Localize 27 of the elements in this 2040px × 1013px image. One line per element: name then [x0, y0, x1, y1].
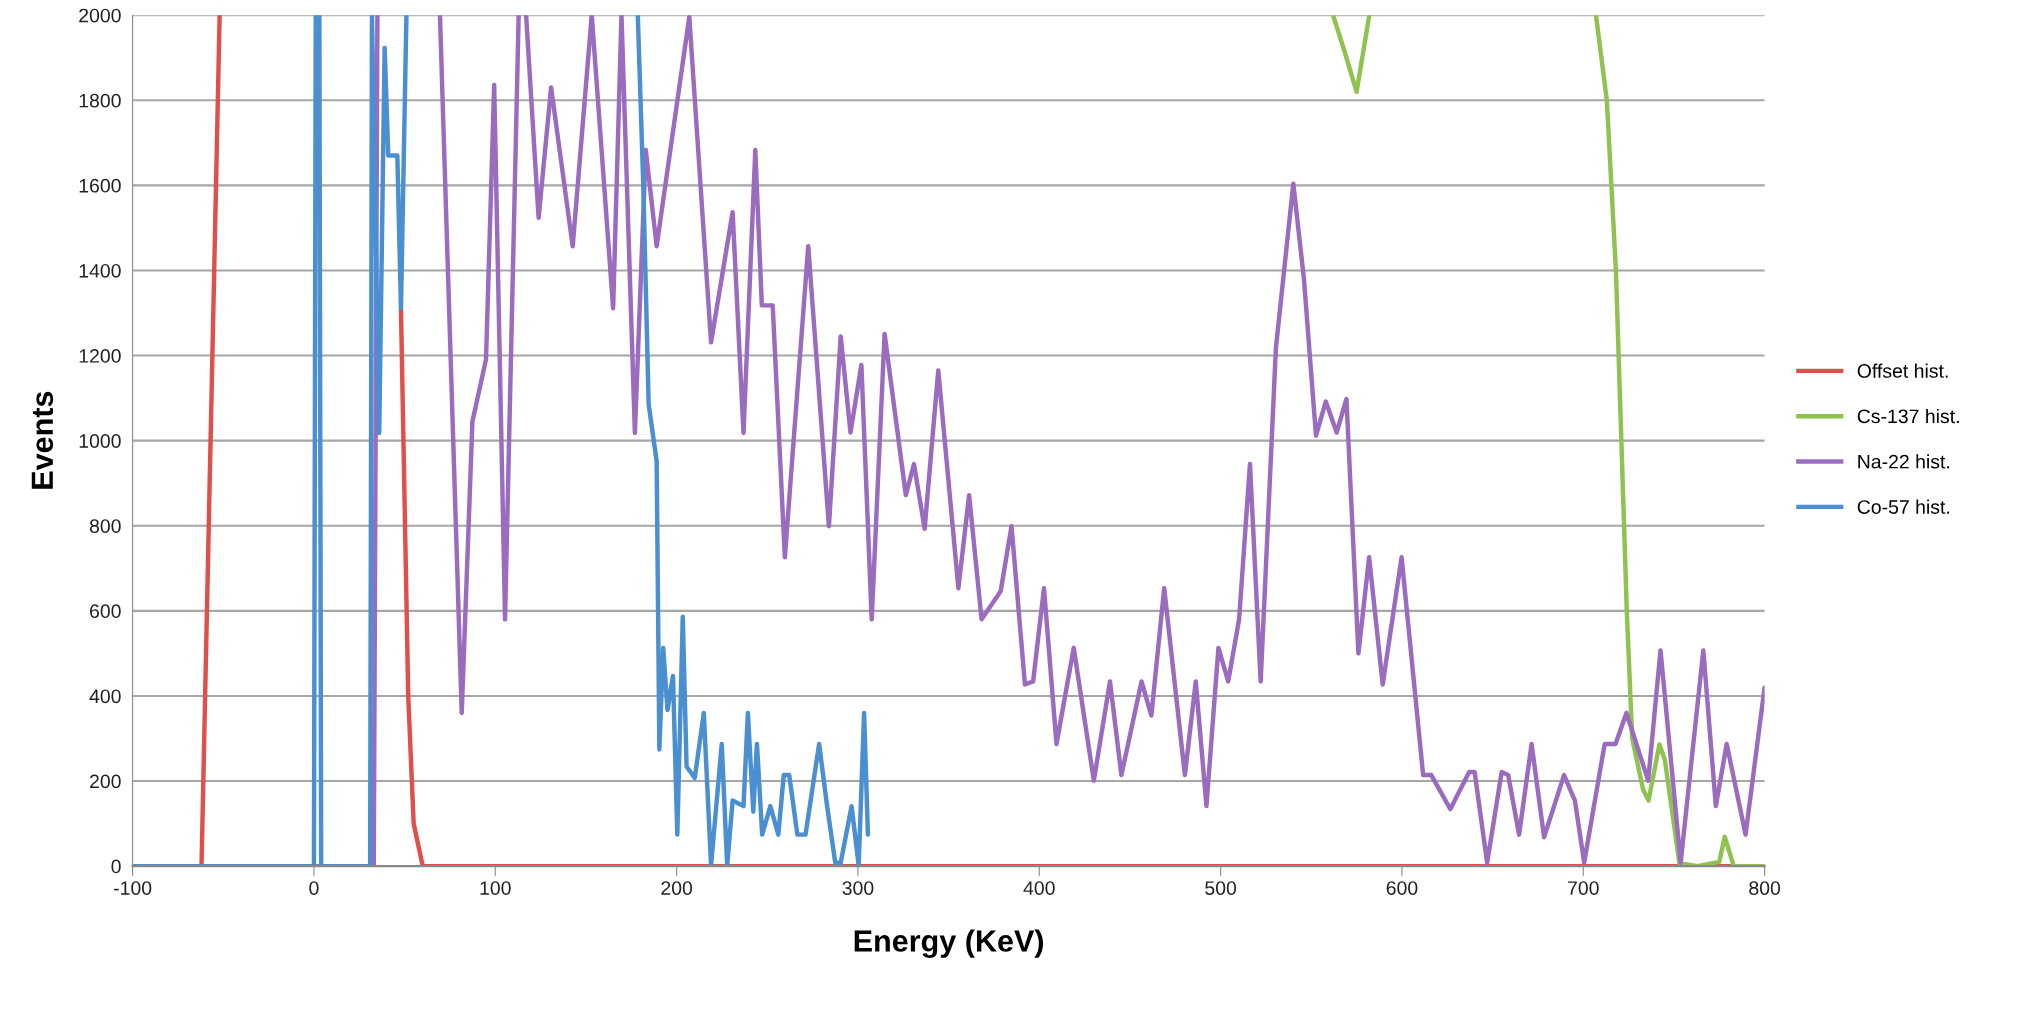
x-tick-label: 600 [1386, 881, 1418, 895]
x-tick-label: 800 [1749, 881, 1781, 895]
x-tick-label: 400 [1023, 881, 1055, 895]
x-tick-label: -100 [114, 881, 152, 895]
y-tick-label: 1000 [79, 434, 121, 448]
y-tick-label: 2000 [79, 8, 121, 23]
x-tick-label: 200 [661, 881, 693, 895]
y-tick-label: 1800 [79, 93, 121, 108]
y-tick-label: 1200 [79, 349, 121, 363]
y-tick-label: 400 [89, 689, 121, 704]
legend-label: Cs-137 hist. [1857, 408, 1959, 424]
x-axis-title: Energy (KeV) [854, 929, 1044, 958]
x-tick-label: 100 [480, 881, 511, 895]
y-tick-label: 0 [111, 859, 121, 874]
legend-label: Offset hist. [1857, 363, 1948, 378]
x-tick-label: 700 [1568, 881, 1599, 895]
x-tick-label: 500 [1205, 881, 1237, 895]
y-tick-label: 600 [90, 604, 121, 619]
y-tick-label: 200 [90, 774, 121, 789]
y-tick-label: 800 [89, 519, 121, 533]
legend-label: Co-57 hist. [1857, 499, 1949, 514]
y-tick-label: 1600 [79, 178, 121, 193]
legend-label: Na-22 hist. [1858, 454, 1949, 469]
y-axis-title: Events [31, 391, 54, 489]
x-tick-label: 300 [842, 881, 874, 895]
x-tick-label: 0 [309, 881, 319, 895]
y-tick-label: 1400 [79, 263, 121, 278]
